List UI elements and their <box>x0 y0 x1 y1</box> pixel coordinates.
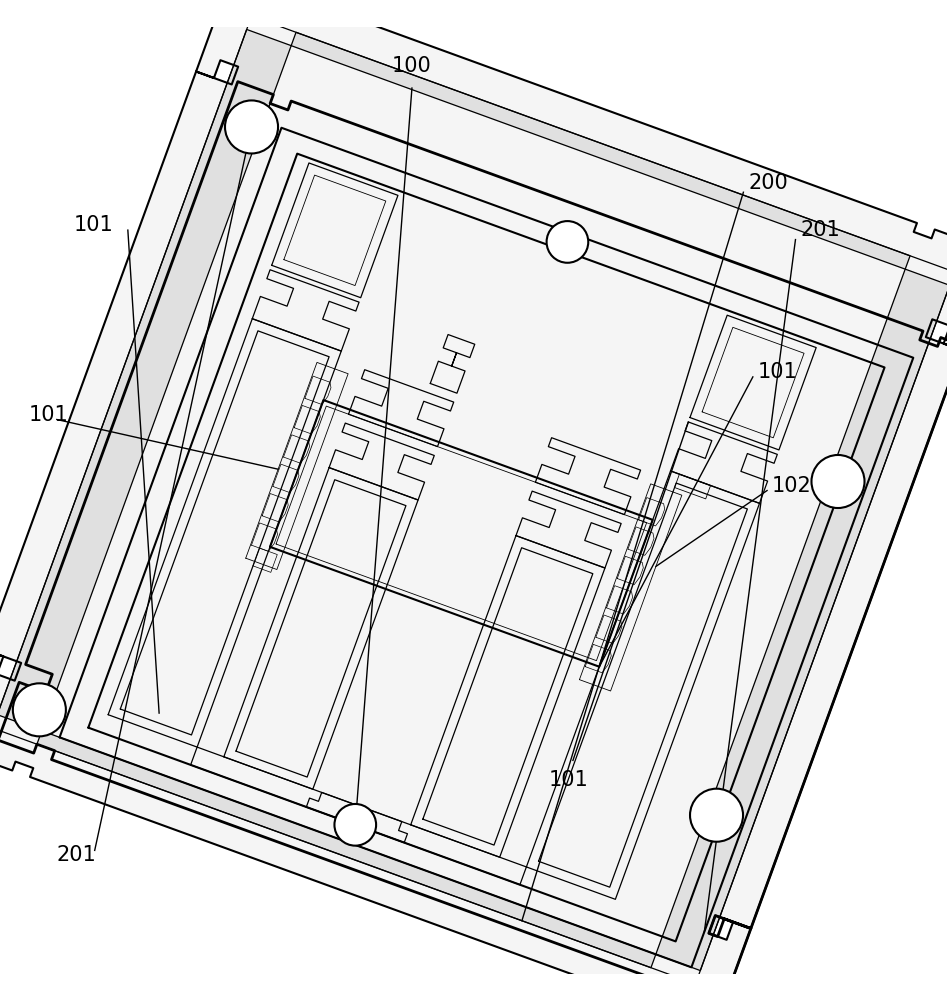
Polygon shape <box>628 527 654 555</box>
Polygon shape <box>585 644 611 673</box>
Polygon shape <box>236 480 406 777</box>
Polygon shape <box>674 474 710 499</box>
Text: 101: 101 <box>28 405 68 425</box>
Circle shape <box>546 221 588 263</box>
Text: 201: 201 <box>57 845 97 865</box>
Polygon shape <box>291 32 910 269</box>
Polygon shape <box>37 731 656 968</box>
Polygon shape <box>270 400 652 667</box>
Text: 100: 100 <box>392 56 432 76</box>
Polygon shape <box>120 331 330 735</box>
Polygon shape <box>60 128 913 967</box>
Polygon shape <box>607 586 633 614</box>
Polygon shape <box>88 154 884 941</box>
Polygon shape <box>272 163 398 298</box>
Polygon shape <box>411 536 605 857</box>
Polygon shape <box>273 464 299 493</box>
Polygon shape <box>596 615 622 643</box>
Polygon shape <box>527 471 759 899</box>
Polygon shape <box>245 362 348 570</box>
Polygon shape <box>0 29 291 731</box>
Polygon shape <box>580 484 682 691</box>
Text: 101: 101 <box>758 362 797 382</box>
Polygon shape <box>0 82 947 1000</box>
Text: 201: 201 <box>800 220 840 240</box>
Polygon shape <box>283 435 310 463</box>
Polygon shape <box>253 548 277 572</box>
Circle shape <box>812 455 865 508</box>
Polygon shape <box>252 523 277 551</box>
Polygon shape <box>284 175 385 286</box>
Polygon shape <box>295 405 320 434</box>
Polygon shape <box>617 556 643 585</box>
Text: 200: 200 <box>748 173 788 193</box>
Polygon shape <box>305 376 331 404</box>
Polygon shape <box>108 319 341 747</box>
Text: 102: 102 <box>772 476 812 496</box>
Circle shape <box>690 789 743 842</box>
Text: 101: 101 <box>74 215 114 235</box>
Polygon shape <box>638 498 665 526</box>
Polygon shape <box>262 494 288 522</box>
Polygon shape <box>656 269 947 971</box>
Polygon shape <box>539 483 747 887</box>
Circle shape <box>13 683 66 736</box>
Circle shape <box>334 804 376 846</box>
Polygon shape <box>223 468 418 789</box>
Polygon shape <box>690 315 816 450</box>
Circle shape <box>225 100 278 153</box>
Polygon shape <box>423 548 593 845</box>
Polygon shape <box>190 747 527 885</box>
Text: 101: 101 <box>548 770 588 790</box>
Polygon shape <box>702 327 804 438</box>
